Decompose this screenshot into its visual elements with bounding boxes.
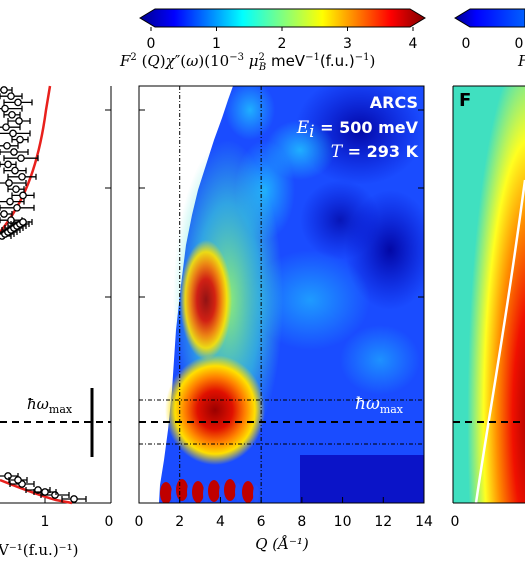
panel-e-omega-label: ħωmax: [355, 394, 404, 416]
colorbar-e-ticks: 0 1 2 3 4: [147, 27, 418, 52]
panel-f-xtick-label-0: 0: [451, 514, 460, 530]
heatmap-fringe-0: [160, 482, 172, 503]
panel-f: F 0: [451, 85, 525, 530]
data-point-6: [2, 123, 10, 132]
data-point-0: [0, 86, 8, 94]
data-point-7: [9, 129, 17, 138]
panel-d-yticks: [105, 109, 111, 298]
panel-e-xtick-label-4: 8: [297, 514, 306, 530]
colorbar-f-body: [454, 8, 525, 28]
colorbar-f-tick-1: 0: [515, 36, 524, 52]
panel-e-xtick-label-5: 10: [334, 514, 352, 530]
heatmap-fringe-gap-5: [253, 485, 259, 503]
data-point-8: [16, 135, 24, 144]
heatmap-fringe-1: [176, 479, 188, 501]
panel-e-yticks: [139, 109, 424, 298]
heatmap-dark-bottom: [300, 455, 424, 503]
colorbar-e-tick-label-2: 2: [278, 36, 287, 52]
data-point-10: [10, 148, 18, 156]
panel-e-xtick-label-6: 12: [374, 514, 392, 530]
panel-f-letter: F: [459, 90, 471, 111]
panel-e-xtick-label-7: 14: [415, 514, 433, 530]
panel-e-xtick-label-1: 2: [175, 514, 184, 530]
panel-d-data-points: [0, 86, 87, 503]
panel-e-letter: E: [146, 90, 158, 111]
panel-e-xlabel: Q (Å⁻¹): [255, 535, 309, 553]
data-point-30: [4, 472, 12, 480]
panel-e-vlines: [179, 86, 262, 503]
panel-d-xtick-label-0: 0: [105, 514, 114, 530]
heatmap-fringe-gap-2: [203, 485, 209, 503]
heatmap-fringe-5: [242, 481, 254, 503]
colorbar-f: 0 0 F: [454, 8, 525, 70]
data-point-16: [12, 185, 20, 194]
data-point-1: [7, 92, 15, 101]
data-point-2: [14, 98, 22, 107]
panel-f-heatmap: [453, 86, 525, 503]
panel-d: 1 0 V⁻¹(f.u.)⁻¹) ħωmax: [0, 85, 114, 559]
heatmap-fringe-3: [208, 480, 220, 502]
heatmap-fringe-gap-1: [187, 483, 193, 501]
panel-e-xtick-label-3: 6: [257, 514, 266, 530]
heatmap-fringe-4: [224, 479, 236, 501]
data-point-12: [4, 160, 12, 169]
heatmap-fringe-gap-0: [171, 486, 177, 503]
panel-e-frame: [138, 85, 425, 504]
data-point-36: [41, 488, 49, 496]
data-point-13: [11, 166, 19, 175]
colorbar-e-tick-label-3: 3: [343, 36, 352, 52]
data-point-14: [18, 172, 26, 181]
colorbar-e-tick-label-1: 1: [212, 36, 221, 52]
colorbar-e-tick-label-4: 4: [409, 36, 418, 52]
colorbar-f-label-fragment: F: [517, 52, 525, 70]
data-point-19: [13, 203, 21, 212]
heatmap-fringe-gap-3: [219, 484, 225, 502]
data-point-34: [70, 495, 78, 503]
data-point-29: [19, 218, 27, 226]
panel-e-xtick-label-0: 0: [135, 514, 144, 530]
data-point-20: [0, 210, 8, 218]
data-point-3: [1, 104, 9, 113]
data-point-4: [8, 110, 16, 119]
panel-e-heatmap: [159, 86, 424, 503]
colorbar-f-tick-0: 0: [462, 36, 471, 52]
data-point-5: [15, 117, 23, 125]
heatmap-fringe-gap-4: [235, 483, 241, 501]
panel-e-xtick-label-2: 4: [216, 514, 225, 530]
data-point-33: [51, 491, 59, 499]
panel-d-omega-label: ħωmax: [27, 395, 73, 416]
colorbar-e-label: F2 (Q)χ″(ω)(10−3 μ2 B meV−1(f.u.)−1): [119, 52, 375, 73]
heatmap-bottom-fringes: [160, 479, 259, 503]
colorbar-e-body: [139, 8, 426, 28]
panel-e-xticks: 0 2 4 6 8 10 12 14: [135, 497, 433, 530]
data-point-15: [5, 179, 13, 187]
panel-e-instrument: ARCS: [370, 93, 418, 112]
colorbar-e: 0 1 2 3 4 F2 (Q)χ″(ω)(10−3 μ2 B meV−1(f.u.)−1…: [119, 8, 426, 73]
data-point-17: [19, 191, 27, 200]
panel-f-white-curve: [474, 179, 525, 503]
data-point-9: [3, 141, 11, 150]
fit-curve-lower: [0, 478, 73, 505]
panel-e: 0 2 4 6 8 10 12 14 Q (Å⁻¹) E ARCS Ei = 500 meV …: [135, 85, 433, 553]
panel-e-temperature: T = 293 K: [331, 142, 419, 162]
data-point-18: [6, 197, 14, 206]
colorbar-e-tick-label-0: 0: [147, 36, 156, 52]
data-point-35: [14, 476, 22, 484]
data-point-11: [17, 154, 25, 163]
panel-d-xtick-label-1: 1: [41, 514, 50, 530]
heatmap-fringe-2: [192, 481, 204, 503]
panel-e-ei: Ei = 500 meV: [296, 118, 419, 142]
panel-d-xlabel-fragment: V⁻¹(f.u.)⁻¹): [0, 541, 78, 559]
